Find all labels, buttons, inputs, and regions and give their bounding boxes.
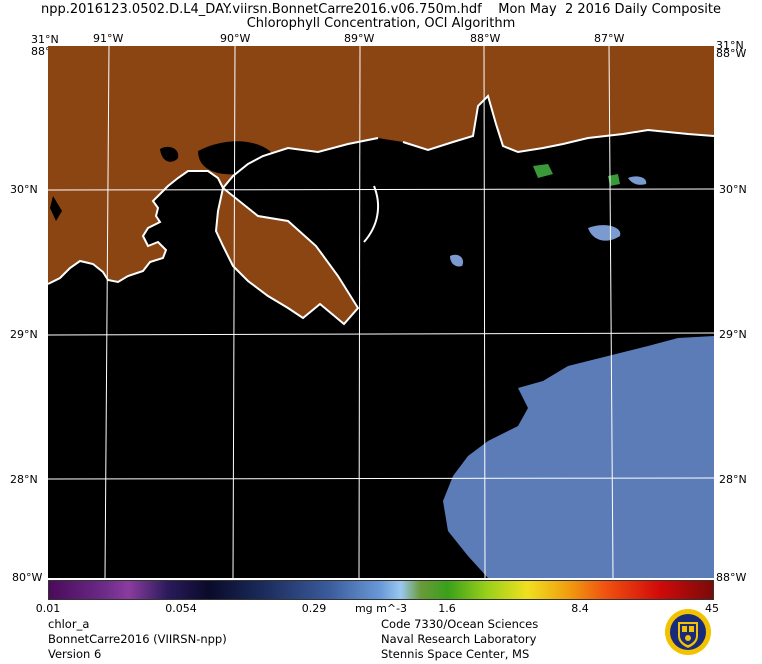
corner-label-top-right-lon: 88°W	[716, 47, 747, 60]
chlorophyll-offshore-plume	[443, 336, 714, 578]
chlorophyll-patch	[628, 176, 647, 185]
lon-label-89w: 89°W	[344, 32, 375, 45]
corner-label-bottom-left: 80°W	[12, 571, 43, 584]
nrl-logo-icon	[665, 609, 711, 655]
colorbar-unit: mg m^-3	[354, 602, 408, 615]
colorbar-tick: 0.054	[165, 602, 197, 615]
colorbar-tick: 8.4	[571, 602, 589, 615]
lat-label-30n-right: 30°N	[719, 183, 747, 196]
footer-variable: chlor_a	[48, 617, 90, 631]
colorbar-tick: 1.6	[438, 602, 456, 615]
lon-label-90w: 90°W	[220, 32, 251, 45]
marsh-inlet	[50, 196, 62, 221]
title-line-2: Chlorophyll Concentration, OCI Algorithm	[246, 16, 516, 31]
corner-label-bottom-right: 88°W	[716, 571, 747, 584]
corner-label-top-left-lat: 31°N	[31, 33, 59, 46]
lon-label-87w: 87°W	[594, 32, 625, 45]
chlorophyll-patch-green	[533, 164, 553, 178]
colorbar-tick: 0.01	[35, 602, 61, 615]
chlorophyll-map	[48, 46, 714, 578]
mississippi-delta	[214, 186, 360, 326]
coastline	[48, 137, 379, 285]
coastline	[402, 94, 714, 154]
lat-label-28n-right: 28°N	[719, 473, 747, 486]
marsh-inlet	[188, 220, 208, 236]
lon-label-91w: 91°W	[93, 32, 124, 45]
land-area	[48, 46, 714, 284]
graticule	[48, 46, 714, 578]
lat-label-29n-left: 29°N	[10, 328, 38, 341]
lat-label-30n-left: 30°N	[10, 183, 38, 196]
lake-maurepas	[160, 146, 179, 162]
footer-version: Version 6	[48, 647, 102, 661]
corner-label-top-right-lat: 31°N	[716, 39, 744, 52]
chandeleur-islands	[363, 185, 380, 243]
colorbar	[48, 580, 714, 600]
footer-org-location: Stennis Space Center, MS	[381, 647, 530, 661]
footer-org-code: Code 7330/Ocean Sciences	[381, 617, 539, 631]
chlorophyll-patch	[588, 225, 621, 241]
lat-label-28n-left: 28°N	[10, 473, 38, 486]
lat-label-29n-right: 29°N	[719, 328, 747, 341]
chlorophyll-patch-green	[608, 174, 620, 186]
lon-label-88w: 88°W	[470, 32, 501, 45]
title-line-1: npp.2016123.0502.D.L4_DAY.viirsn.BonnetC…	[41, 2, 721, 17]
colorbar-tick: 0.29	[301, 602, 327, 615]
colorbar-tick: 45	[705, 602, 719, 615]
footer-region: BonnetCarre2016 (VIIRSN-npp)	[48, 632, 227, 646]
footer-org-name: Naval Research Laboratory	[381, 632, 537, 646]
chlorophyll-patch	[450, 254, 464, 267]
